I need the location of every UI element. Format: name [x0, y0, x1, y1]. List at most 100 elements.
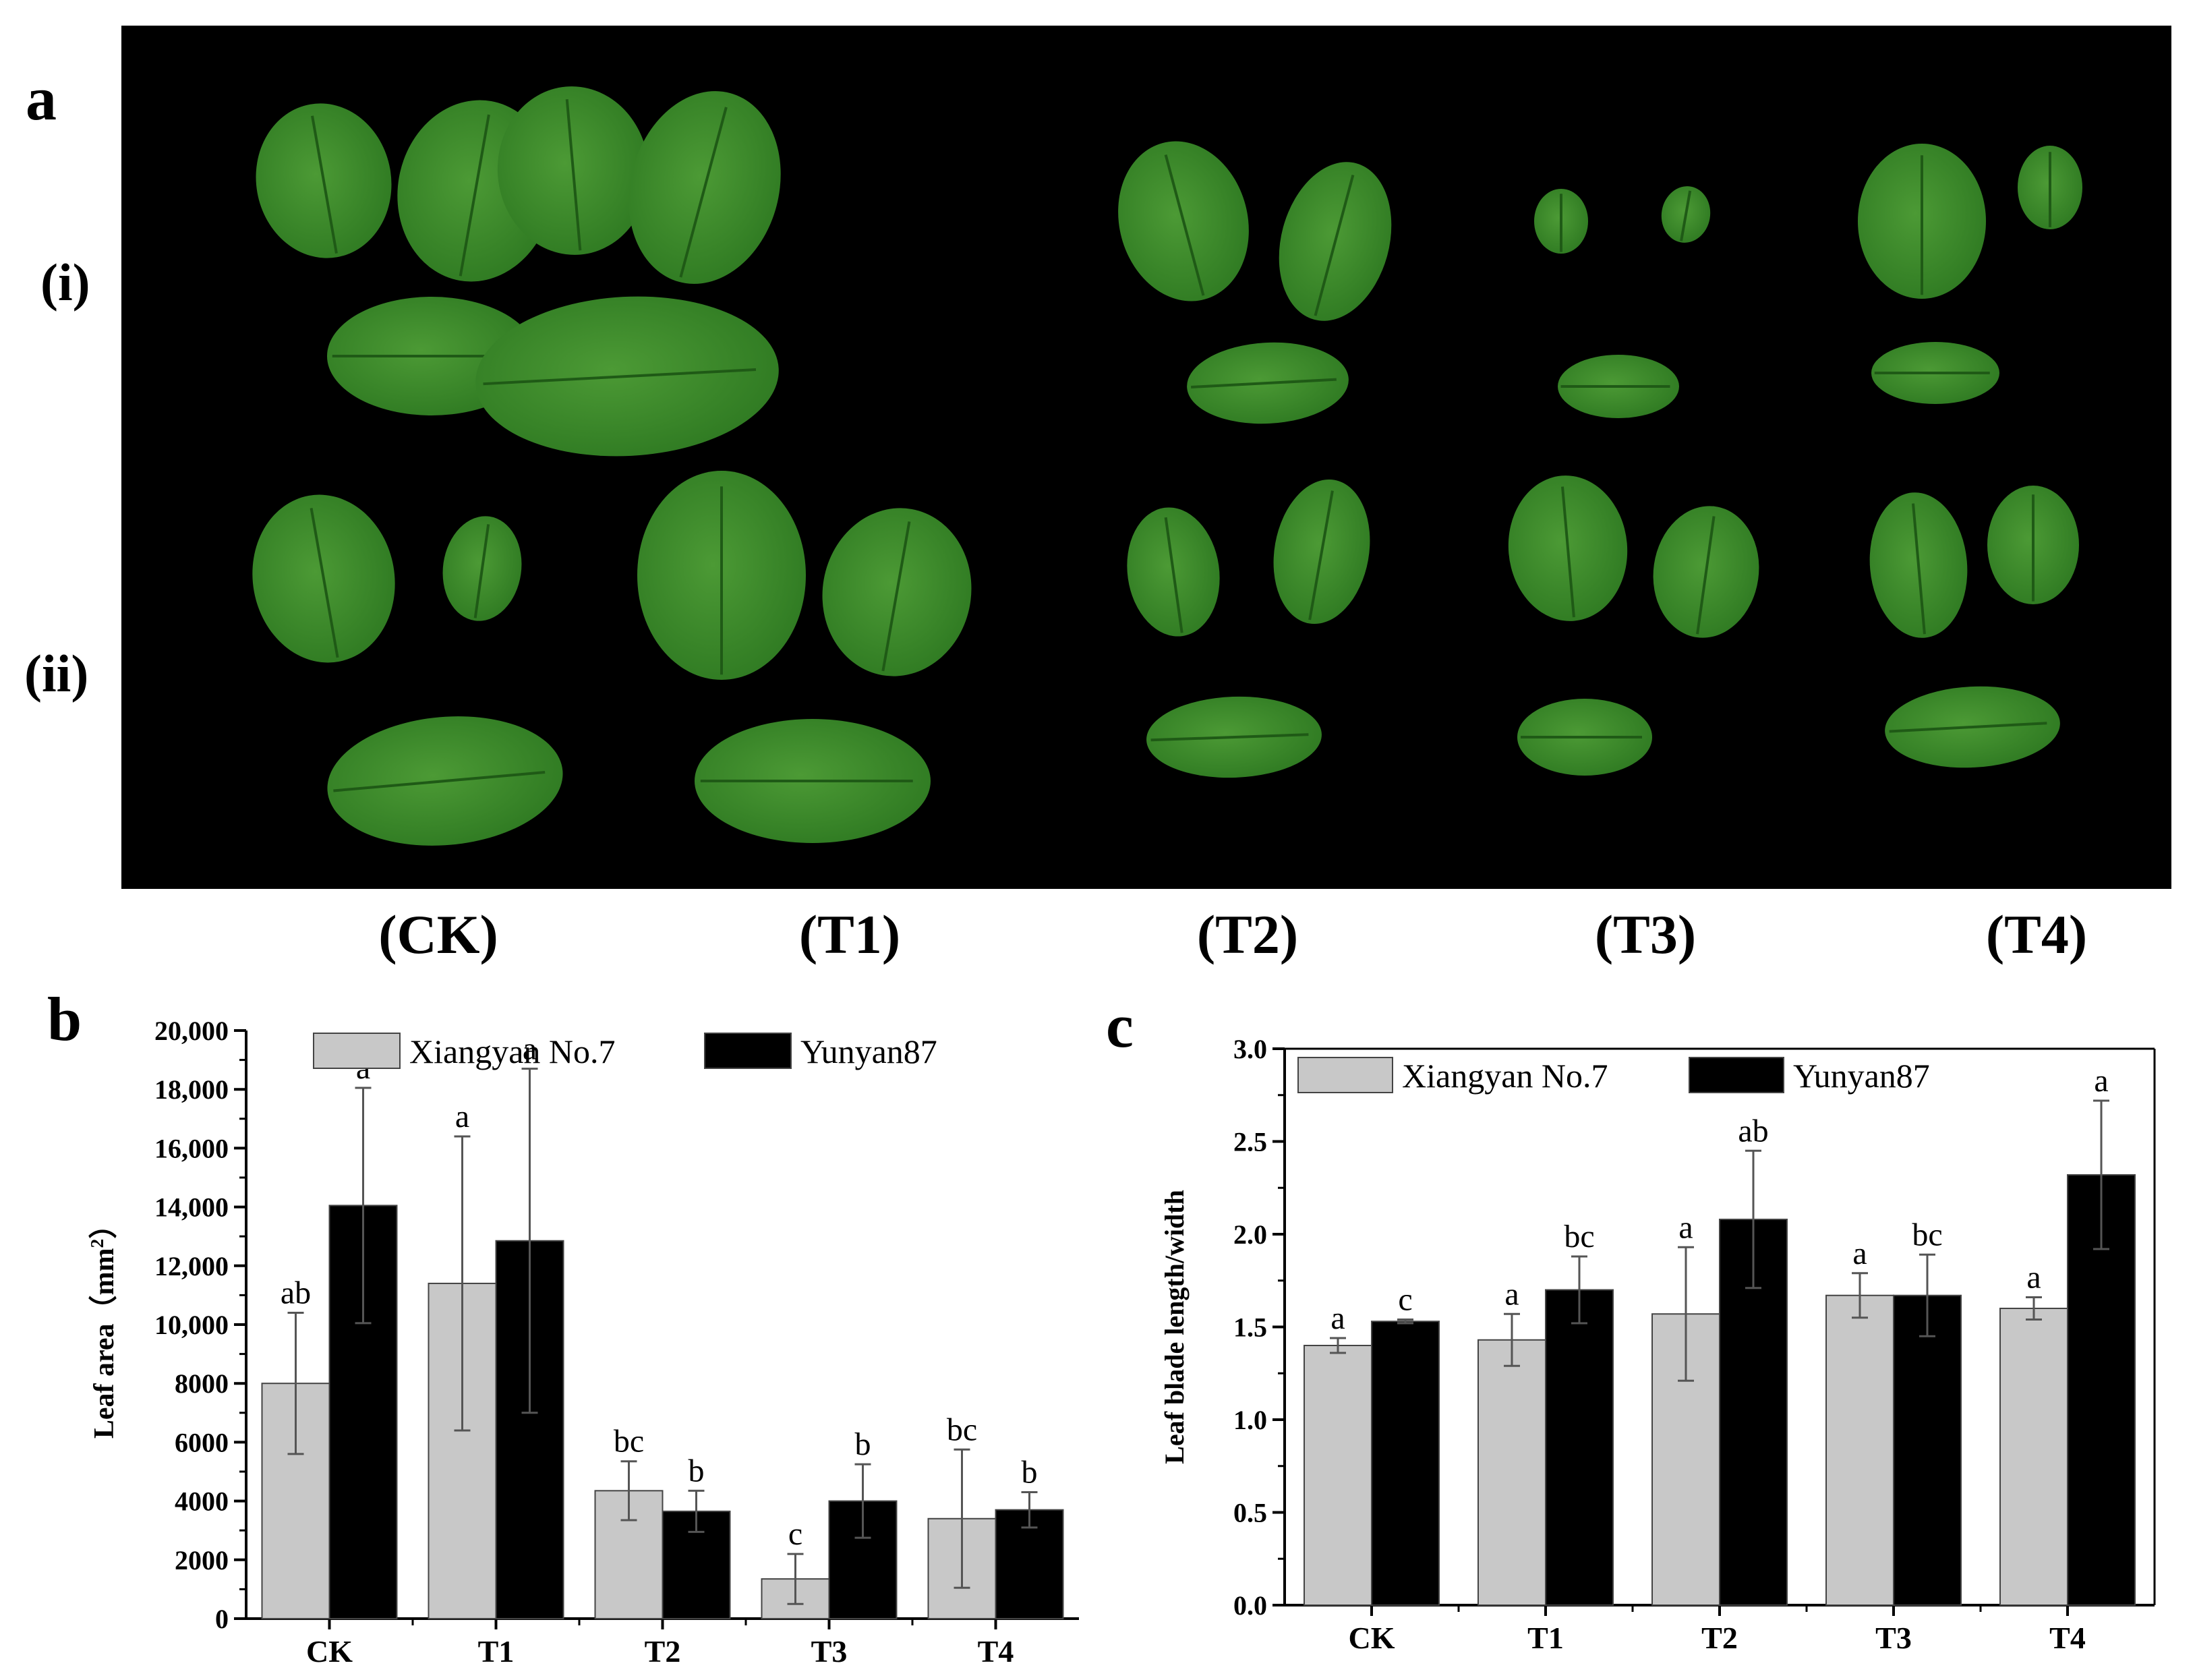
significance-letter: b	[1022, 1455, 1038, 1490]
y-axis-label: Leaf area（mm2）	[87, 1211, 120, 1439]
significance-letter: bc	[1912, 1217, 1942, 1252]
x-tick-label: T2	[1701, 1621, 1738, 1655]
leaf-midrib	[311, 115, 338, 254]
leaf-17	[442, 516, 522, 621]
leaf-midrib	[1308, 490, 1334, 620]
panel-b-letter: b	[47, 985, 82, 1053]
panel-a-letter: a	[26, 64, 57, 133]
panel-c-letter: c	[1106, 991, 1134, 1060]
leaf-26	[1653, 506, 1759, 638]
y-tick-label: 1.0	[1233, 1405, 1267, 1435]
leaf-20	[822, 508, 972, 676]
leaf-8	[1279, 162, 1392, 321]
leaf-28	[1869, 492, 1968, 638]
leaf-midrib	[1680, 190, 1692, 241]
x-tick-label: CK	[306, 1634, 353, 1669]
x-tick-label: CK	[1349, 1621, 1395, 1655]
leaf-midrib	[459, 114, 490, 277]
row-label-i: (i)	[40, 253, 90, 312]
bar-xiangyan-t1	[1477, 1339, 1546, 1606]
x-tick-label: T2	[645, 1634, 681, 1669]
significance-letter: a	[523, 1031, 537, 1067]
x-tick-label: T1	[478, 1634, 515, 1669]
y-tick-label: 18,000	[154, 1074, 229, 1105]
y-tick-label: 1.5	[1233, 1312, 1267, 1343]
legend-label-yunyan: Yunyan87	[1793, 1057, 1930, 1095]
significance-letter: ab	[1738, 1113, 1768, 1149]
bar-xiangyan-t4	[1999, 1308, 2068, 1606]
leaf-18	[327, 716, 563, 846]
legend-swatch-yunyan	[704, 1033, 792, 1069]
leaf-midrib	[881, 521, 911, 672]
leaf-midrib	[483, 368, 757, 386]
y-tick-label: 2000	[175, 1545, 229, 1575]
x-tick-label: T1	[1527, 1621, 1564, 1655]
leaf-19	[637, 471, 806, 680]
legend-label-xiangyan: Xiangyan No.7	[1402, 1057, 1608, 1095]
legend-swatch-xiangyan	[313, 1033, 401, 1069]
y-tick-label: 0.0	[1233, 1590, 1267, 1621]
leaf-22	[1127, 507, 1220, 637]
leaf-photo	[121, 26, 2171, 889]
bar-xiangyan-t3	[1825, 1294, 1894, 1606]
x-tick-label: T4	[978, 1634, 1014, 1669]
significance-letter: bc	[1564, 1219, 1594, 1254]
significance-letter: b	[689, 1453, 705, 1488]
leaf-11	[1661, 186, 1711, 243]
leaf-7	[1118, 141, 1249, 301]
leaf-midrib	[333, 771, 546, 792]
row-label-ii: (ii)	[24, 644, 89, 703]
significance-letter: a	[1504, 1276, 1519, 1312]
leaf-midrib	[1150, 733, 1309, 742]
leaf-6	[475, 296, 779, 457]
significance-letter: c	[788, 1516, 802, 1552]
leaf-27	[1517, 699, 1652, 776]
leaf-midrib	[1164, 517, 1183, 633]
bar-xiangyan-ck	[1304, 1345, 1372, 1606]
significance-letter: a	[2094, 1063, 2108, 1099]
leaf-midrib	[1889, 722, 2047, 733]
significance-letter: b	[855, 1426, 871, 1462]
significance-letter: a	[455, 1099, 469, 1134]
leaf-14	[2018, 146, 2082, 229]
treatment-label-t1: (T1)	[798, 904, 901, 965]
significance-letter: c	[1398, 1282, 1412, 1318]
leaf-12	[1558, 355, 1679, 418]
leaf-midrib	[679, 107, 728, 278]
leaf-30	[1885, 686, 2060, 768]
leaf-midrib	[1314, 174, 1355, 316]
treatment-label-ck: (CK)	[378, 904, 498, 965]
leaf-25	[1508, 475, 1628, 621]
legend-label-yunyan: Yunyan87	[800, 1033, 937, 1070]
leaf-13	[1858, 144, 1986, 299]
y-tick-label: 10,000	[154, 1310, 229, 1340]
legend-swatch-yunyan	[1689, 1057, 1784, 1093]
leaf-midrib	[1561, 486, 1575, 618]
leaf-4	[497, 86, 649, 255]
leaf-21	[695, 719, 931, 843]
y-axis-label: Leaf blade length/width	[1159, 1190, 1190, 1464]
x-tick-label: T3	[1875, 1621, 1912, 1655]
y-tick-label: 2.0	[1233, 1219, 1267, 1250]
y-tick-label: 20,000	[154, 1016, 229, 1046]
y-tick-label: 16,000	[154, 1133, 229, 1163]
leaf-midrib	[1696, 516, 1716, 635]
bar-yunyan-ck	[1371, 1321, 1440, 1606]
leaf-midrib	[565, 98, 582, 251]
leaf-photo-canvas	[252, 86, 2082, 846]
leaf-midrib	[1164, 154, 1205, 296]
leaf-10	[1534, 189, 1588, 254]
y-tick-label: 8000	[175, 1368, 229, 1399]
leaf-15	[1871, 342, 1999, 404]
x-tick-label: T4	[2049, 1621, 2086, 1655]
leaf-midrib	[473, 524, 490, 618]
significance-letter: ab	[281, 1275, 311, 1311]
significance-letter: a	[1330, 1300, 1345, 1336]
significance-letter: a	[1678, 1209, 1693, 1245]
y-tick-label: 3.0	[1233, 1034, 1267, 1064]
leaf-29	[1987, 486, 2079, 604]
y-tick-label: 0	[215, 1604, 229, 1634]
treatment-label-t2: (T2)	[1196, 904, 1299, 965]
significance-letter: a	[2026, 1260, 2041, 1296]
